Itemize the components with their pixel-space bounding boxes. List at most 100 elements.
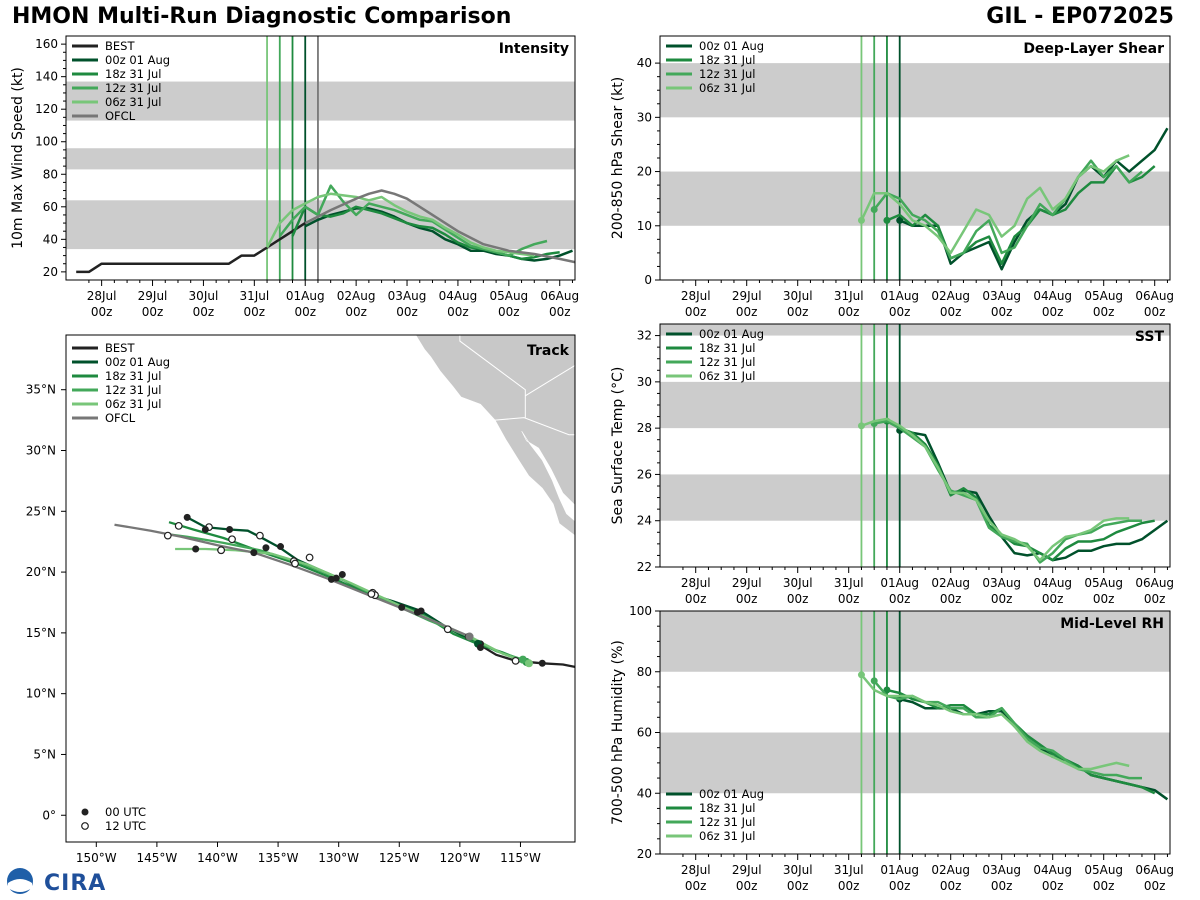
rh-ytick-label: 100 bbox=[629, 604, 652, 618]
track-marker-12utc bbox=[443, 625, 452, 634]
shear-xtick-label: 03Aug bbox=[982, 289, 1021, 303]
track-marker-00utc bbox=[398, 603, 406, 611]
track-marker-00utc bbox=[250, 549, 258, 557]
track-marker-00utc bbox=[413, 608, 421, 616]
shear-xtick-label: 00z bbox=[787, 305, 809, 319]
shear-ytick-label: 10 bbox=[637, 219, 652, 233]
intensity-xtick-label: 00z bbox=[498, 305, 520, 319]
intensity-series-line bbox=[278, 184, 548, 257]
intensity-xtick-label: 00z bbox=[91, 305, 113, 319]
shear-ytick-label: 20 bbox=[637, 165, 652, 179]
track-legend-label: BEST bbox=[105, 341, 135, 355]
shear-series-start-marker bbox=[870, 206, 878, 214]
shear-title: Deep-Layer Shear bbox=[1023, 41, 1164, 57]
track-ytick-label: 0° bbox=[42, 808, 56, 822]
shear-xtick-label: 00z bbox=[736, 305, 758, 319]
intensity-ytick-label: 160 bbox=[35, 37, 58, 51]
track-ytick-label: 25°N bbox=[26, 504, 56, 518]
intensity-ytick-label: 120 bbox=[35, 102, 58, 116]
sst-xtick-label: 28Jul bbox=[681, 576, 711, 590]
sst-xtick-label: 00z bbox=[685, 592, 707, 606]
track-xtick-label: 120°W bbox=[439, 851, 480, 865]
rh-panel: 20 40 60 80 100 28Jul 00z 29Jul 00z 30Jul 00z 31Jul… bbox=[610, 604, 1174, 893]
marker-legend-12utc-icon bbox=[81, 822, 89, 830]
sst-xtick-label: 02Aug bbox=[931, 576, 970, 590]
track-series-line bbox=[114, 523, 471, 638]
track-xtick-label: 135°W bbox=[258, 851, 299, 865]
intensity-ytick-label: 80 bbox=[43, 167, 58, 181]
rh-xtick-label: 29Jul bbox=[732, 863, 762, 877]
rh-plot-area bbox=[660, 611, 1170, 854]
sst-ytick-label: 26 bbox=[637, 467, 652, 481]
intensity-xtick-label: 30Jul bbox=[189, 289, 219, 303]
rh-legend-label: 06z 31 Jul bbox=[699, 829, 756, 843]
sst-xtick-label: 00z bbox=[736, 592, 758, 606]
track-xtick-label: 150°W bbox=[76, 851, 117, 865]
shear-xtick-label: 00z bbox=[991, 305, 1013, 319]
rh-xtick-label: 01Aug bbox=[880, 863, 919, 877]
track-initial-position bbox=[518, 655, 527, 664]
rh-ylabel: 700-500 hPa Humidity (%) bbox=[610, 640, 626, 825]
sst-panel: 22 24 26 28 30 32 28Jul 00z 29Jul 00z 30Jul 00z 31Ju… bbox=[610, 323, 1174, 606]
state-border bbox=[459, 335, 526, 418]
sst-xtick-label: 29Jul bbox=[732, 576, 762, 590]
shear-legend-label: 12z 31 Jul bbox=[699, 67, 756, 81]
state-border bbox=[525, 364, 575, 397]
track-ytick-label: 10°N bbox=[26, 687, 56, 701]
rh-xtick-label: 00z bbox=[991, 879, 1013, 893]
track-legend-label: 06z 31 Jul bbox=[105, 397, 162, 411]
track-xtick-label: 140°W bbox=[197, 851, 238, 865]
intensity-xtick-label: 05Aug bbox=[489, 289, 528, 303]
sst-xtick-label: 05Aug bbox=[1084, 576, 1123, 590]
sst-xtick-label: 00z bbox=[838, 592, 860, 606]
rh-ytick-label: 20 bbox=[637, 847, 652, 861]
intensity-xtick-label: 00z bbox=[244, 305, 266, 319]
intensity-legend-label: 00z 01 Aug bbox=[105, 53, 170, 67]
track-marker-00utc bbox=[183, 513, 191, 521]
intensity-panel: 20 40 60 80 100 120 140 160 28Jul 00z 29Jul 00z 30Ju… bbox=[10, 35, 579, 319]
intensity-legend-label: BEST bbox=[105, 39, 135, 53]
rh-legend-label: 12z 31 Jul bbox=[699, 815, 756, 829]
sst-ylabel: Sea Surface Temp (°C) bbox=[610, 367, 626, 525]
intensity-ytick-label: 40 bbox=[43, 232, 58, 246]
shear-ytick-label: 30 bbox=[637, 110, 652, 124]
shear-xtick-label: 00z bbox=[1144, 305, 1166, 319]
page-title: HMON Multi-Run Diagnostic Comparison bbox=[12, 4, 512, 29]
rh-xtick-label: 06Aug bbox=[1135, 863, 1174, 877]
cira-logo: CIRA bbox=[7, 868, 105, 896]
intensity-ylabel: 10m Max Wind Speed (kt) bbox=[10, 67, 26, 249]
intensity-xtick-label: 00z bbox=[345, 305, 367, 319]
sst-legend-label: 18z 31 Jul bbox=[699, 341, 756, 355]
track-ytick-label: 35°N bbox=[26, 383, 56, 397]
sst-xtick-label: 00z bbox=[1042, 592, 1064, 606]
rh-xtick-label: 31Jul bbox=[834, 863, 864, 877]
noaa-wave-icon bbox=[8, 879, 32, 892]
track-xtick-label: 145°W bbox=[137, 851, 178, 865]
rh-xtick-label: 00z bbox=[838, 879, 860, 893]
sst-shaded-band bbox=[660, 474, 1170, 521]
sst-xtick-label: 03Aug bbox=[982, 576, 1021, 590]
intensity-shaded-band bbox=[66, 148, 575, 170]
sst-ytick-label: 30 bbox=[637, 375, 652, 389]
intensity-xtick-label: 04Aug bbox=[439, 289, 478, 303]
shear-shaded-band bbox=[660, 63, 1170, 118]
rh-title: Mid-Level RH bbox=[1060, 616, 1164, 632]
shear-xtick-label: 00z bbox=[838, 305, 860, 319]
track-legend-label: 18z 31 Jul bbox=[105, 369, 162, 383]
sst-legend-label: 06z 31 Jul bbox=[699, 369, 756, 383]
track-marker-12utc bbox=[228, 535, 236, 544]
rh-xtick-label: 00z bbox=[1144, 879, 1166, 893]
shear-xtick-label: 06Aug bbox=[1135, 289, 1174, 303]
rh-xtick-label: 03Aug bbox=[982, 863, 1021, 877]
rh-ytick-label: 80 bbox=[637, 665, 652, 679]
rh-legend-label: 18z 31 Jul bbox=[699, 801, 756, 815]
sst-xtick-label: 30Jul bbox=[783, 576, 813, 590]
track-marker-00utc bbox=[192, 545, 200, 553]
intensity-legend-label: 12z 31 Jul bbox=[105, 81, 162, 95]
sst-title: SST bbox=[1135, 329, 1165, 345]
rh-xtick-label: 00z bbox=[1093, 879, 1115, 893]
shear-xtick-label: 29Jul bbox=[732, 289, 762, 303]
shear-xtick-label: 31Jul bbox=[834, 289, 864, 303]
shear-xtick-label: 04Aug bbox=[1033, 289, 1072, 303]
sst-shaded-band bbox=[660, 324, 1170, 336]
